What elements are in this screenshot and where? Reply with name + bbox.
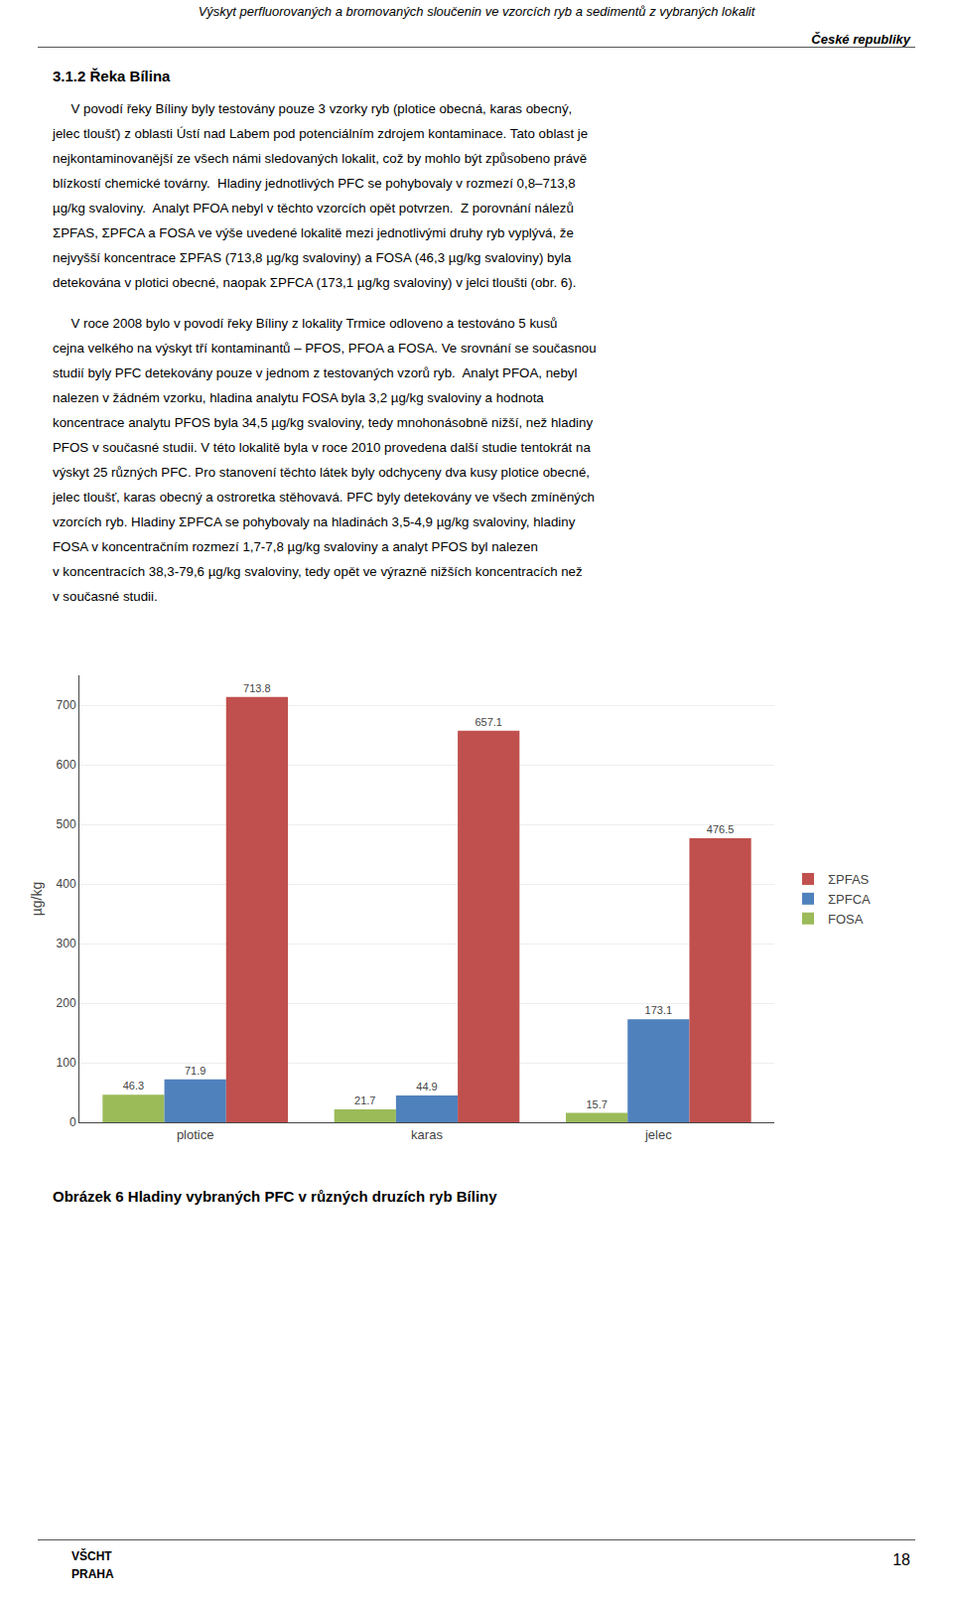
- html-text:V roce 2008 bylo v povodí řeky: V roce 2008 bylo v povodí řeky Bíliny z …: [52, 315, 597, 604]
- svg-text:500: 500: [56, 816, 77, 831]
- html-text:PRAHA: PRAHA: [71, 1566, 114, 1581]
- svg-text:400: 400: [56, 876, 77, 891]
- svg-text:0: 0: [69, 1114, 77, 1129]
- svg-text:600: 600: [56, 757, 77, 772]
- svg-text:200: 200: [56, 995, 77, 1010]
- svg-text:46.3: 46.3: [123, 1079, 144, 1091]
- html-text:České republiky: České republiky: [811, 31, 911, 47]
- svg-text:657.1: 657.1: [474, 715, 503, 728]
- svg-text:karas: karas: [410, 1126, 443, 1142]
- svg-text:713.8: 713.8: [243, 681, 272, 694]
- svg-text:21.7: 21.7: [354, 1093, 376, 1106]
- html-text:3.1.2 Řeka Bílina: 3.1.2 Řeka Bílina: [52, 67, 171, 85]
- svg-text:44.9: 44.9: [415, 1080, 437, 1092]
- svg-text:476.5: 476.5: [706, 822, 735, 835]
- svg-text:300: 300: [56, 936, 77, 951]
- svg-text:ΣPFCA: ΣPFCA: [827, 891, 871, 907]
- svg-text:15.7: 15.7: [585, 1097, 607, 1110]
- svg-text:ΣPFAS: ΣPFAS: [827, 871, 870, 887]
- svg-text:700: 700: [56, 697, 77, 712]
- svg-text:jelec: jelec: [644, 1126, 673, 1142]
- svg-text:µg/kg: µg/kg: [28, 881, 45, 917]
- html-text:18: 18: [892, 1550, 911, 1568]
- html-text:V povodí řeky Bíliny byly test: V povodí řeky Bíliny byly testovány pouz…: [52, 101, 588, 290]
- svg-text:71.9: 71.9: [184, 1064, 206, 1077]
- svg-text:FOSA: FOSA: [827, 911, 864, 927]
- html-text:VŠCHT: VŠCHT: [71, 1548, 112, 1563]
- html-text:Obrázek 6 Hladiny vybraných PF: Obrázek 6 Hladiny vybraných PFC v různýc…: [52, 1187, 497, 1205]
- svg-text:100: 100: [56, 1055, 77, 1070]
- svg-text:173.1: 173.1: [645, 1003, 674, 1016]
- svg-text:plotice: plotice: [176, 1126, 215, 1142]
- html-text:Výskyt perfluorovaných a bromo: Výskyt perfluorovaných a bromovaných slo…: [198, 3, 755, 19]
